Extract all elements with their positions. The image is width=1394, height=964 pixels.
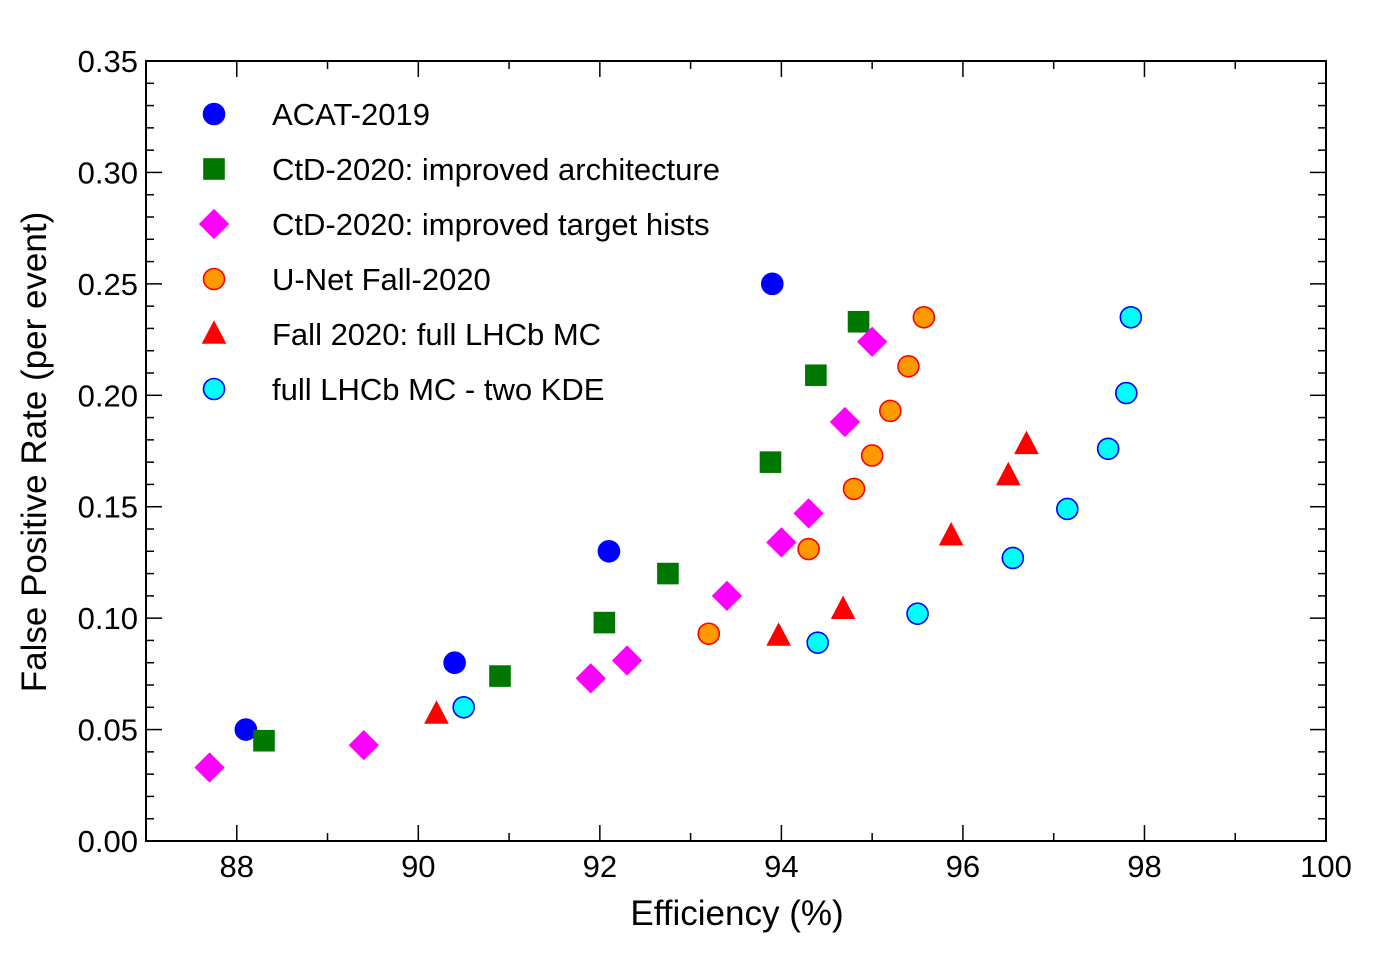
data-point xyxy=(897,355,920,378)
legend-label: full LHCb MC - two KDE xyxy=(272,372,604,407)
data-point xyxy=(860,444,884,467)
x-tick-label: 94 xyxy=(764,849,798,884)
data-point xyxy=(1014,430,1039,455)
legend-item: U-Net Fall-2020 xyxy=(202,262,491,297)
x-tick-label: 98 xyxy=(1127,849,1161,884)
data-point xyxy=(995,461,1021,486)
legend-label: ACAT-2019 xyxy=(272,97,430,132)
data-point xyxy=(879,399,902,423)
y-tick-label: 0.10 xyxy=(78,601,138,636)
data-point xyxy=(575,663,606,694)
data-point xyxy=(424,700,449,724)
data-point xyxy=(597,539,621,563)
y-tick-label: 0.30 xyxy=(78,155,138,190)
series-4 xyxy=(424,430,1039,724)
legend-swatch xyxy=(201,320,227,344)
y-axis-title: False Positive Rate (per event) xyxy=(15,212,54,692)
data-point xyxy=(797,537,820,561)
series-1 xyxy=(253,310,870,752)
y-axis: 0.00 0.05 0.10 0.15 0.20 0.25 0.30 0.35 xyxy=(78,44,1326,859)
data-point xyxy=(830,595,856,620)
data-point xyxy=(194,752,225,783)
y-tick-label: 0.25 xyxy=(78,267,138,302)
legend-item: ACAT-2019 xyxy=(202,97,430,132)
data-point xyxy=(593,611,616,634)
data-point xyxy=(938,521,964,546)
data-point xyxy=(793,498,824,529)
data-point xyxy=(829,406,861,438)
data-point xyxy=(489,665,511,687)
data-point xyxy=(857,326,888,357)
legend-item: Fall 2020: full LHCb MC xyxy=(201,317,601,352)
data-point xyxy=(611,645,643,676)
data-point xyxy=(906,602,929,625)
legend-label: Fall 2020: full LHCb MC xyxy=(272,317,601,352)
legend-label: U-Net Fall-2020 xyxy=(272,262,491,297)
x-tick-label: 92 xyxy=(583,849,617,884)
x-axis-title: Efficiency (%) xyxy=(630,894,843,933)
data-point xyxy=(1056,497,1079,521)
data-point xyxy=(1001,546,1025,570)
legend-swatch xyxy=(202,267,226,291)
data-point xyxy=(766,527,797,558)
series-0 xyxy=(234,272,784,741)
data-point xyxy=(348,730,379,761)
legend-swatch xyxy=(198,208,230,240)
data-point xyxy=(1119,305,1143,329)
data-point xyxy=(805,364,827,387)
legend-label: CtD-2020: improved target hists xyxy=(272,207,710,242)
data-point xyxy=(253,729,275,752)
data-point xyxy=(842,477,866,501)
legend: ACAT-2019 CtD-2020: improved architecture… xyxy=(198,97,720,407)
data-point xyxy=(912,305,936,329)
legend-swatch xyxy=(202,377,226,401)
y-tick-label: 0.35 xyxy=(78,44,138,79)
legend-item: CtD-2020: improved architecture xyxy=(203,152,720,187)
legend-item: CtD-2020: improved target hists xyxy=(198,207,710,242)
x-tick-label: 88 xyxy=(220,849,254,884)
data-point xyxy=(697,622,721,646)
y-tick-label: 0.15 xyxy=(78,490,138,525)
data-point xyxy=(452,695,475,719)
data-point xyxy=(761,272,784,296)
data-point xyxy=(1115,381,1138,405)
data-markers xyxy=(194,272,1143,783)
y-tick-label: 0.05 xyxy=(78,713,138,748)
legend-swatch xyxy=(202,102,226,126)
x-tick-label: 100 xyxy=(1300,849,1352,884)
data-point xyxy=(711,580,743,611)
data-point xyxy=(806,631,829,654)
series-5 xyxy=(452,305,1143,719)
data-point xyxy=(234,718,258,741)
legend-item: full LHCb MC - two KDE xyxy=(202,372,604,407)
data-point xyxy=(759,451,782,473)
data-point xyxy=(443,651,466,675)
legend-swatch xyxy=(203,158,225,180)
x-tick-label: 90 xyxy=(401,849,435,884)
legend-label: CtD-2020: improved architecture xyxy=(272,152,720,187)
y-tick-label: 0.20 xyxy=(78,378,138,413)
plot-area xyxy=(145,60,1327,842)
data-point xyxy=(847,310,870,333)
data-point xyxy=(1096,437,1120,461)
series-2 xyxy=(194,326,888,783)
x-axis: 88 90 92 94 96 98 100 xyxy=(145,61,1352,884)
y-tick-label: 0.00 xyxy=(78,824,138,859)
series-3 xyxy=(697,305,936,646)
plot-frame xyxy=(145,60,1327,842)
data-point xyxy=(766,622,791,646)
data-point xyxy=(657,562,679,585)
x-tick-label: 96 xyxy=(946,849,980,884)
